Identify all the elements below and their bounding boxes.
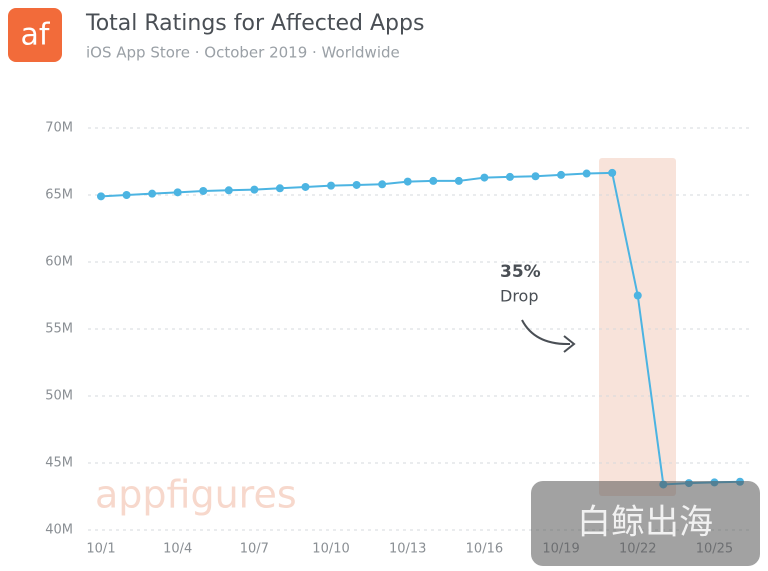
overlay-box — [531, 481, 760, 566]
data-point — [454, 176, 463, 185]
data-point — [633, 291, 642, 300]
x-tick-label: 10/7 — [240, 542, 269, 557]
logo-box — [8, 8, 62, 62]
data-line — [100, 171, 741, 486]
highlight — [599, 158, 676, 496]
data-point — [378, 180, 387, 189]
y-tick-label: 60M — [45, 255, 73, 270]
y-tick-label: 65M — [45, 188, 73, 203]
data-point — [148, 189, 157, 198]
y-tick-label: 50M — [45, 389, 73, 404]
annotation-value: 35% — [500, 262, 541, 282]
data-point — [480, 173, 489, 182]
arrow-head — [563, 335, 576, 353]
data-point — [403, 177, 412, 186]
data-point — [250, 185, 259, 194]
data-point — [122, 191, 131, 199]
chart-subtitle: iOS App Store · October 2019 · Worldwide — [86, 44, 400, 62]
logo: af — [21, 18, 51, 53]
data-point — [429, 176, 438, 185]
data-point — [352, 180, 361, 189]
data-point — [505, 172, 514, 181]
data-point — [608, 168, 617, 177]
data-point — [557, 170, 566, 179]
data-point — [173, 188, 182, 197]
y-tick-label: 70M — [45, 121, 73, 136]
data-point — [275, 184, 284, 193]
y-tick-label: 40M — [45, 523, 73, 538]
watermark: appfigures — [95, 473, 297, 517]
y-tick-label: 45M — [45, 456, 73, 471]
x-tick-label: 10/16 — [466, 542, 503, 557]
data-point — [582, 169, 591, 178]
data-point — [531, 172, 540, 181]
x-tick-label: 10/10 — [312, 542, 349, 557]
annotation-text: Drop — [500, 287, 539, 306]
x-tick-label: 10/4 — [163, 542, 192, 557]
data-point — [199, 186, 208, 195]
chart-title: Total Ratings for Affected Apps — [85, 11, 424, 36]
data-point — [301, 182, 310, 191]
overlay-watermark: 白鲸出海 — [577, 503, 713, 543]
x-tick-label: 10/13 — [389, 542, 426, 557]
data-point — [327, 181, 336, 190]
arrow — [521, 319, 571, 346]
data-point — [97, 192, 105, 201]
y-tick-label: 55M — [45, 322, 73, 337]
data-point — [224, 186, 233, 195]
x-tick-label: 10/1 — [86, 542, 115, 557]
